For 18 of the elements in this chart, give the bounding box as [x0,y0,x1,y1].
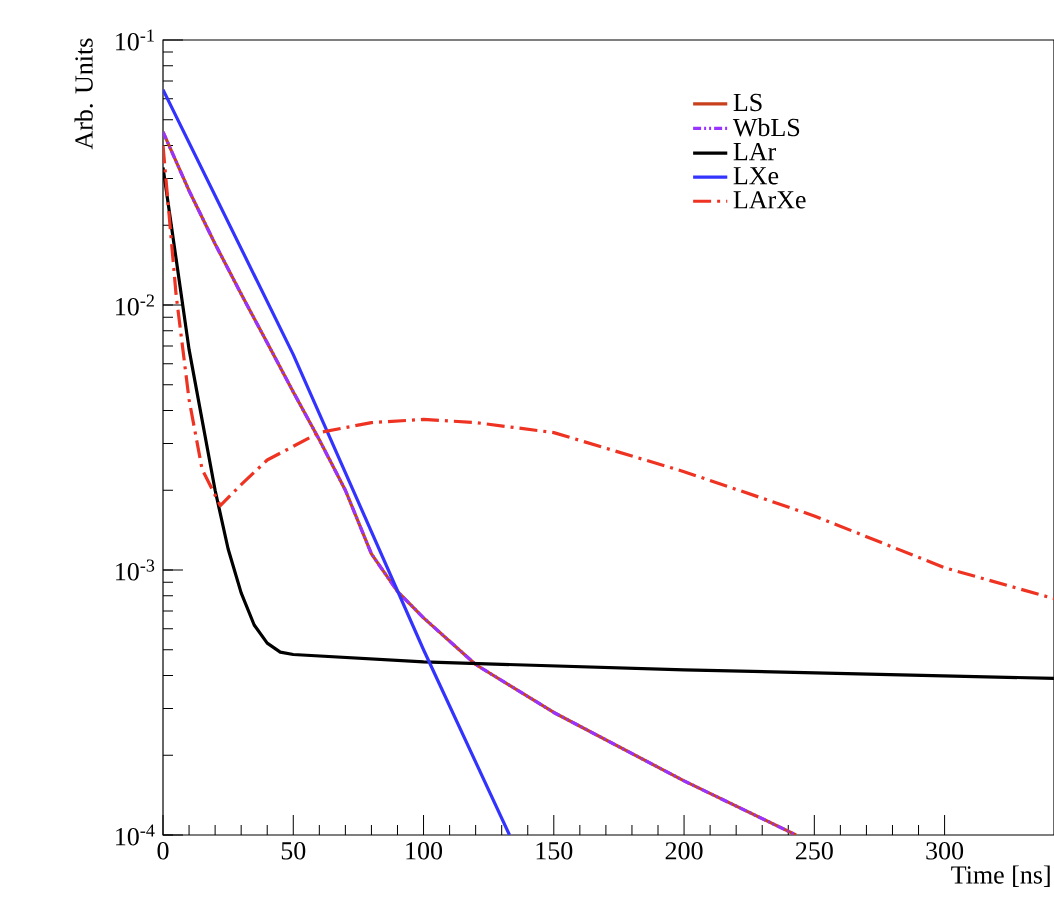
y-tick-label: 10$^{-2}$ [116,294,154,316]
y-tick-label: 10$^{-1}$ [116,29,154,51]
x-tick-label: 0 [157,842,169,860]
x-tick-label: 250 [795,842,833,860]
x-tick-label: 200 [665,842,703,860]
x-tick-label: 150 [536,842,573,860]
legend-label: LS [733,93,762,112]
y-tick-label: 10$^{-3}$ [116,559,155,581]
legend-label: LArXe [733,191,806,209]
y-axis-title: Arb. Units [74,38,93,150]
y-tick-label: 10$^{-4}$ [116,824,155,846]
legend-label: WbLS [732,117,800,137]
x-tick-label: 300 [926,842,964,860]
legend-label: LAr [733,142,776,161]
legend-label: LXe [733,167,779,185]
x-tick-label: 50 [281,842,306,860]
x-axis-title: Time [ns] [951,865,1050,887]
x-tick-label: 100 [406,842,443,860]
